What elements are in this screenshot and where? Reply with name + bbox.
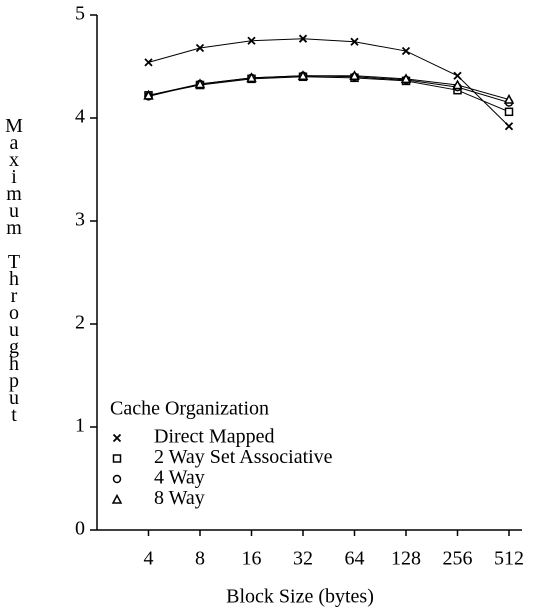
series-line (148, 75, 510, 100)
x-tick-label: 128 (391, 548, 421, 570)
x-axis-label: Block Size (bytes) (226, 586, 374, 608)
marker (144, 58, 153, 67)
marker (111, 493, 123, 504)
marker (452, 79, 463, 90)
y-tick-label: 4 (75, 106, 85, 128)
series-line (148, 38, 510, 127)
marker (400, 73, 412, 84)
y-tick-label: 0 (75, 518, 85, 540)
marker (503, 93, 515, 104)
marker (143, 89, 154, 100)
marker (112, 433, 122, 443)
marker (504, 107, 514, 117)
legend-label: 8 Way (154, 487, 205, 509)
y-tick-label: 5 (75, 3, 85, 25)
marker (112, 474, 122, 484)
x-tick-label: 256 (443, 548, 473, 570)
y-axis-label: Maximum Throughput (3, 115, 25, 421)
marker (349, 70, 360, 81)
marker (247, 36, 256, 45)
x-tick-label: 4 (144, 548, 154, 570)
legend-title: Cache Organization (110, 398, 269, 420)
y-tick-label: 3 (75, 209, 85, 231)
marker (297, 70, 309, 81)
marker (246, 72, 257, 83)
legend-label: 2 Way Set Associative (154, 446, 333, 468)
marker (195, 43, 205, 53)
marker (350, 37, 359, 46)
x-tick-label: 16 (242, 548, 262, 570)
y-tick-label: 1 (75, 415, 85, 437)
marker (112, 454, 122, 463)
marker (401, 46, 411, 56)
legend-label: Direct Mapped (154, 426, 275, 448)
x-tick-label: 512 (494, 548, 524, 570)
x-tick-label: 64 (345, 548, 365, 570)
y-tick-label: 2 (75, 312, 85, 334)
marker (194, 78, 206, 89)
series-line (148, 76, 510, 113)
x-tick-label: 8 (195, 548, 205, 570)
legend-label: 4 Way (154, 467, 205, 489)
marker (298, 34, 308, 43)
marker (504, 122, 514, 131)
marker (453, 71, 462, 80)
x-tick-label: 32 (293, 548, 313, 570)
